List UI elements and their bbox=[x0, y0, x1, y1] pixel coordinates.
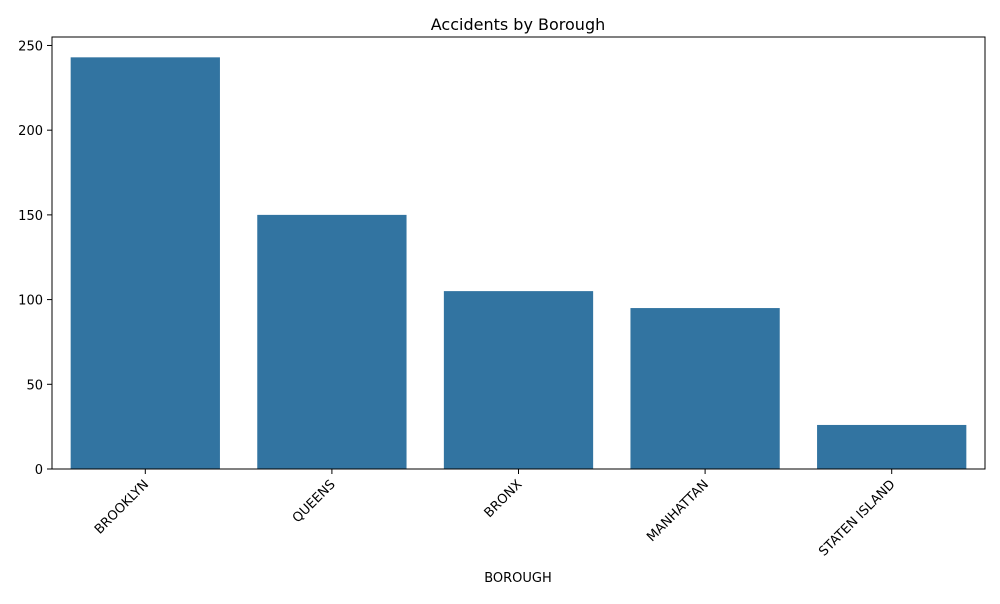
bars-group bbox=[70, 57, 967, 470]
bar-bronx bbox=[443, 291, 594, 469]
x-tick-label: BROOKLYN bbox=[92, 477, 152, 537]
x-tick-label: MANHATTAN bbox=[644, 477, 712, 545]
bar-brooklyn bbox=[70, 57, 220, 470]
bar-queens bbox=[257, 214, 407, 469]
bar-manhattan bbox=[630, 308, 780, 469]
y-tick-label: 250 bbox=[18, 39, 43, 54]
x-axis-label: BOROUGH bbox=[484, 571, 552, 586]
y-tick-label: 50 bbox=[26, 378, 43, 393]
x-tick-label: QUEENS bbox=[290, 477, 339, 526]
x-axis: BROOKLYN QUEENS BRONX MANHATTAN STATEN ISLAN… bbox=[92, 469, 899, 559]
bar-staten-island bbox=[817, 424, 967, 469]
y-axis: 0 50 100 150 200 250 bbox=[18, 39, 52, 478]
x-tick-label: BRONX bbox=[482, 477, 526, 521]
y-tick-label: 0 bbox=[35, 463, 43, 478]
chart-title: Accidents by Borough bbox=[431, 15, 605, 34]
y-tick-label: 150 bbox=[18, 209, 43, 224]
plot-frame bbox=[51, 36, 986, 470]
y-tick-label: 200 bbox=[18, 124, 43, 139]
x-tick-label: STATEN ISLAND bbox=[816, 477, 898, 559]
y-tick-label: 100 bbox=[18, 294, 43, 309]
